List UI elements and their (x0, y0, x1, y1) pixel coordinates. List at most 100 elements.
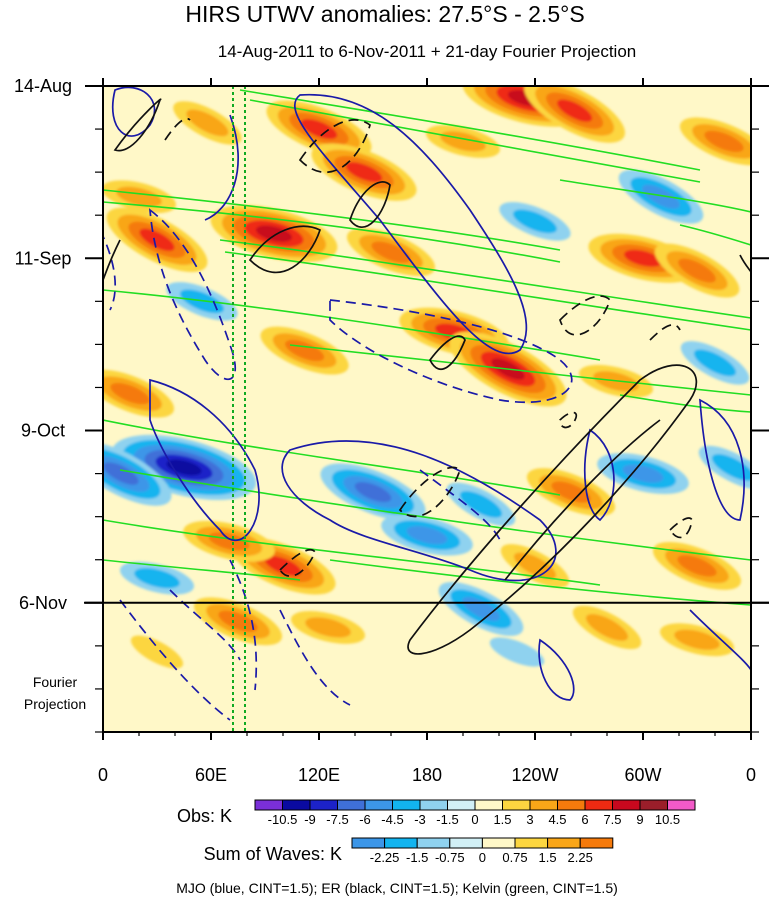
x-tick-label: 60E (195, 765, 227, 785)
anomaly-blob (139, 228, 175, 251)
colorbar-tick-label: -9 (304, 812, 316, 827)
colorbar-tick-label: -6 (359, 812, 371, 827)
anomaly-blob (103, 462, 139, 485)
x-tick-label: 120W (511, 765, 558, 785)
colorbar-box (639, 799, 668, 811)
colorbar-box (557, 799, 586, 811)
anomaly-blob (677, 555, 717, 577)
anomaly-blob (345, 162, 383, 183)
obs-colorbar-label: Obs: K (177, 806, 232, 826)
anomaly-blob (371, 241, 411, 263)
anomaly-blob (674, 629, 720, 650)
colorbar-box (364, 799, 393, 811)
colorbar-tick-label: 0 (471, 812, 478, 827)
colorbar-tick-label: 6 (581, 812, 588, 827)
projection-label-line2: Projection (24, 696, 86, 712)
anomaly-blob (622, 464, 664, 483)
plot-area (103, 86, 751, 732)
anomaly-blob (585, 614, 629, 641)
colorbar-tick-label: 4.5 (548, 812, 566, 827)
colorbar-box (309, 799, 338, 811)
anomaly-blob (134, 568, 180, 589)
anomaly-blob (406, 526, 448, 545)
colorbar-tick-label: -2.25 (370, 850, 400, 865)
colorbar-tick-label: 10.5 (655, 812, 680, 827)
anomaly-blob (624, 249, 662, 267)
colorbar-tick-label: -7.5 (326, 812, 348, 827)
y-tick-label: 9-Oct (21, 421, 65, 441)
anomaly-blob (513, 209, 557, 234)
colorbar-tick-label: -10.5 (268, 812, 298, 827)
waves-colorbar-label: Sum of Waves: K (204, 844, 342, 864)
mjo-contours (111, 86, 751, 701)
anomaly-blob (693, 349, 737, 377)
kelvin-wave-contours (103, 89, 751, 606)
colorbar-box (529, 799, 558, 811)
contour-legend: MJO (blue, CINT=1.5); ER (black, CINT=1.… (176, 880, 618, 896)
colorbar-box (392, 799, 421, 811)
anomaly-blob (354, 482, 392, 503)
anomaly-blob (459, 491, 503, 518)
colorbar-tick-label: -4.5 (381, 812, 403, 827)
colorbar-tick-label: 0.75 (502, 850, 527, 865)
colorbar-box (351, 837, 386, 849)
anomaly-blob (557, 99, 593, 122)
colorbar-box (547, 837, 581, 849)
x-tick-label: 0 (98, 765, 108, 785)
colorbar-box (474, 799, 503, 811)
anomaly-blob (489, 637, 545, 667)
colorbar-box (579, 837, 614, 849)
mjo-negative-contours (103, 208, 573, 721)
colorbar-box (502, 799, 531, 811)
colorbar-tick-label: -3 (414, 812, 426, 827)
colorbar-box (584, 799, 613, 811)
anomaly-blob (110, 382, 150, 405)
anomaly-blob (300, 119, 338, 140)
colorbar-tick-label: -1.5 (436, 812, 458, 827)
colorbar-tick-label: 1.5 (539, 850, 557, 865)
colorbar-tick-label: 1.5 (493, 812, 511, 827)
colorbar-box (419, 799, 448, 811)
colorbar-box (514, 837, 549, 849)
colorbar-box (384, 837, 418, 849)
colorbar-box (416, 837, 451, 849)
anomaly-blob (551, 481, 591, 503)
colorbar-tick-label: 7.5 (603, 812, 621, 827)
y-tick-label: 6-Nov (19, 593, 67, 613)
anomaly-blob (678, 258, 716, 283)
y-tick-label: 14-Aug (14, 76, 72, 96)
colorbar-tick-label: -1.5 (406, 850, 428, 865)
x-tick-label: 0 (746, 765, 756, 785)
colorbar-box (449, 837, 483, 849)
colorbar-tick-label: 0 (479, 850, 486, 865)
anomaly-blob (255, 225, 293, 242)
anomaly-blob (186, 109, 229, 137)
x-tick-label: 120E (298, 765, 340, 785)
colorbar-tick-label: -0.75 (435, 850, 465, 865)
colorbar-box (254, 799, 283, 811)
colorbar-tick-label: 2.25 (568, 850, 593, 865)
chart-subtitle: 14-Aug-2011 to 6-Nov-2011 + 21-day Fouri… (218, 42, 636, 61)
x-tick-label: 60W (624, 765, 661, 785)
er-contours (103, 98, 751, 655)
anomaly-blob (642, 184, 680, 209)
anomaly-blob (264, 555, 302, 576)
projection-label-line1: Fourier (33, 674, 78, 690)
colorbar-box (667, 799, 696, 811)
colorbar-box (282, 799, 311, 811)
colorbar-box (481, 837, 516, 849)
colorbar-box (612, 799, 641, 811)
x-axis: 0 60E 120E 180 120W 60W 0 (98, 78, 756, 785)
waves-colorbar: -2.25 -1.5 -0.75 0 0.75 1.5 2.25 (351, 837, 614, 865)
colorbar-tick-label: 9 (636, 812, 643, 827)
x-tick-label: 180 (412, 765, 442, 785)
anomaly-blob (305, 617, 351, 638)
er-negative-contours (164, 117, 693, 577)
anomaly-blob (218, 610, 258, 632)
y-axis: 14-Aug 11-Sep 9-Oct 6-Nov (14, 76, 769, 733)
anomaly-blob (116, 186, 162, 207)
anomaly-blob (130, 635, 184, 669)
colorbar-tick-label: 3 (526, 812, 533, 827)
y-tick-label: 11-Sep (15, 248, 72, 268)
